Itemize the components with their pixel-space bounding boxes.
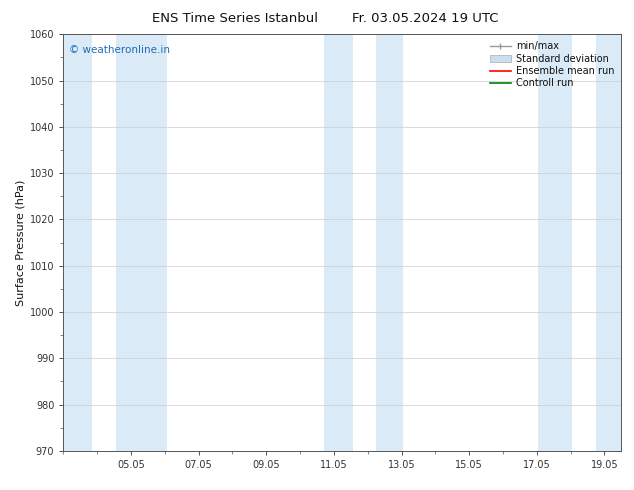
Bar <box>324 34 353 451</box>
Bar <box>63 34 92 451</box>
Bar <box>596 34 621 451</box>
Text: © weatheronline.in: © weatheronline.in <box>69 45 170 55</box>
Bar <box>376 34 403 451</box>
Text: Fr. 03.05.2024 19 UTC: Fr. 03.05.2024 19 UTC <box>351 12 498 25</box>
Y-axis label: Surface Pressure (hPa): Surface Pressure (hPa) <box>16 179 25 306</box>
Bar <box>538 34 573 451</box>
Text: ENS Time Series Istanbul: ENS Time Series Istanbul <box>152 12 318 25</box>
Legend: min/max, Standard deviation, Ensemble mean run, Controll run: min/max, Standard deviation, Ensemble me… <box>488 39 616 90</box>
Bar <box>116 34 167 451</box>
